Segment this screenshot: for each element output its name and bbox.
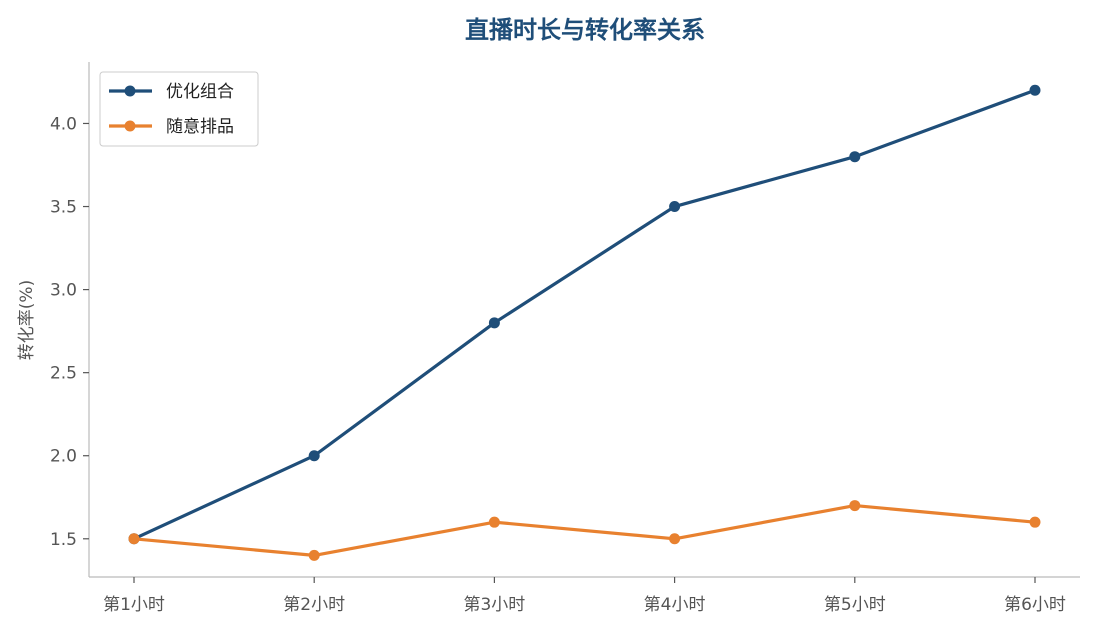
y-tick-label: 2.5 xyxy=(50,364,77,384)
x-tick-label: 第2小时 xyxy=(283,595,345,615)
legend-item: 优化组合 xyxy=(109,82,234,102)
legend-label: 优化组合 xyxy=(166,82,234,102)
y-tick-label: 2.0 xyxy=(50,447,77,467)
data-point xyxy=(308,450,320,462)
legend-marker xyxy=(124,85,136,97)
series-line xyxy=(132,503,1037,558)
data-point xyxy=(1029,84,1041,96)
data-point xyxy=(128,533,140,545)
data-point xyxy=(488,516,500,528)
chart-title: 直播时长与转化率关系 xyxy=(465,16,705,44)
data-point xyxy=(849,500,861,512)
x-tick-label: 第3小时 xyxy=(463,595,525,615)
series-2 xyxy=(128,500,1041,561)
data-point xyxy=(669,201,681,213)
x-tick-label: 第5小时 xyxy=(824,595,886,615)
data-point xyxy=(849,151,861,163)
series-1 xyxy=(128,84,1041,545)
data-point xyxy=(308,549,320,561)
legend-marker xyxy=(124,120,136,132)
series-line xyxy=(132,88,1037,541)
data-point xyxy=(488,317,500,329)
data-point xyxy=(669,533,681,545)
y-tick-label: 3.5 xyxy=(50,198,77,218)
y-tick-label: 3.0 xyxy=(50,281,77,301)
x-tick-label: 第1小时 xyxy=(103,595,165,615)
y-tick-label: 4.0 xyxy=(50,114,77,134)
x-axis-ticks: 第1小时 第2小时 第3小时 第4小时 第5小时 第6小时 xyxy=(103,577,1066,615)
y-axis-ticks: 1.5 2.0 2.5 3.0 3.5 4.0 xyxy=(50,114,89,550)
series-layer xyxy=(128,84,1041,561)
y-tick-label: 1.5 xyxy=(50,530,77,550)
axes xyxy=(88,62,1080,578)
legend-item: 随意排品 xyxy=(109,117,234,137)
x-tick-label: 第4小时 xyxy=(644,595,706,615)
legend-label: 随意排品 xyxy=(166,117,234,137)
x-tick-label: 第6小时 xyxy=(1004,595,1066,615)
y-axis-label: 转化率(%) xyxy=(17,280,37,360)
data-point xyxy=(1029,516,1041,528)
